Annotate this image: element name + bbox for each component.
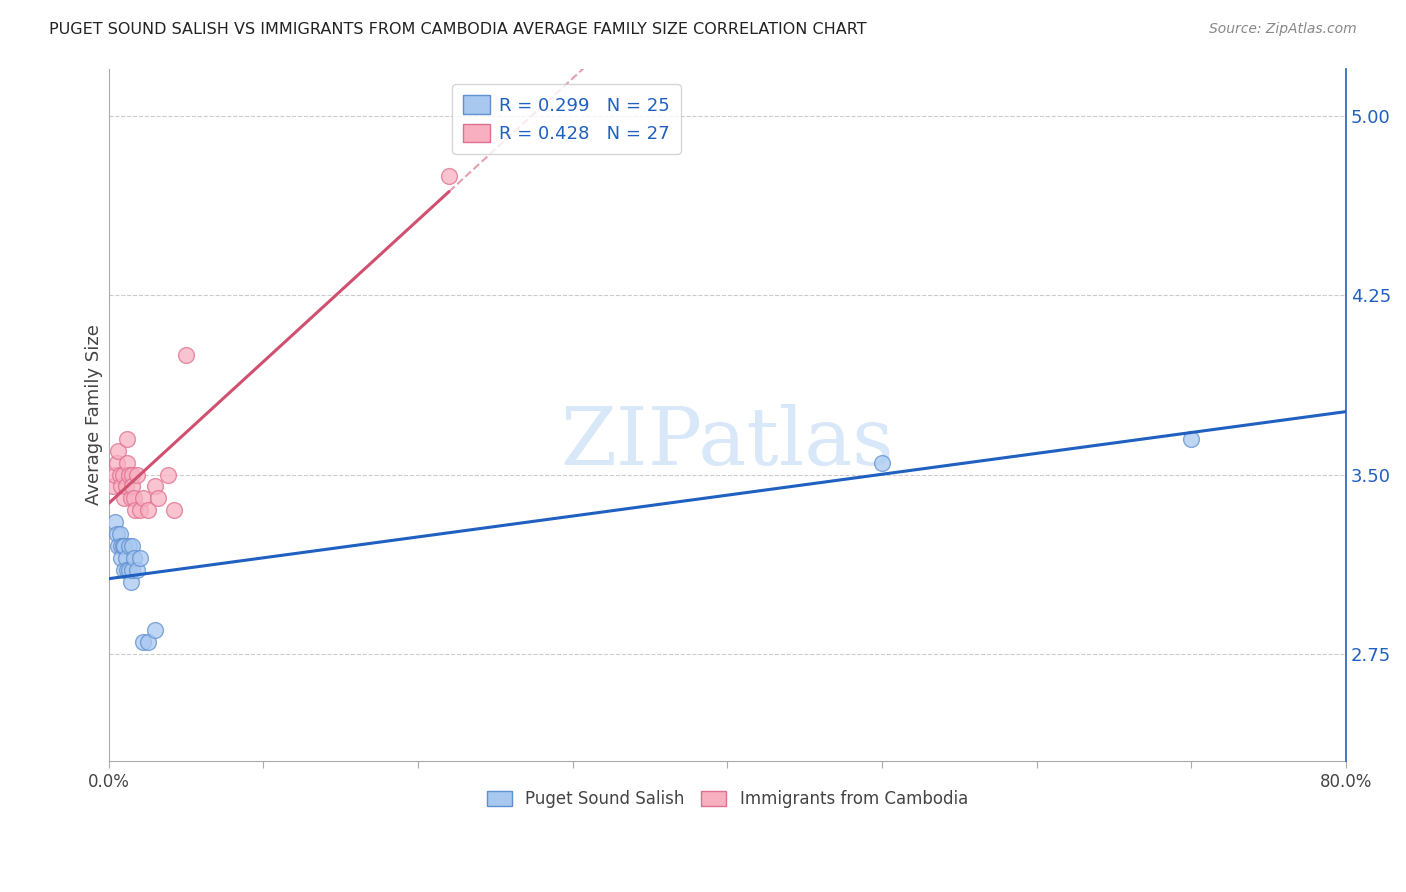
Point <box>110 551 132 566</box>
Text: ZIPatlas: ZIPatlas <box>561 403 894 482</box>
Point <box>121 539 143 553</box>
Point <box>101 802 124 816</box>
Point <box>1180 432 1202 446</box>
Point <box>112 491 135 506</box>
Point <box>112 563 135 577</box>
Point <box>148 491 170 506</box>
Point <box>156 467 179 482</box>
Point <box>105 527 128 541</box>
Point <box>121 479 143 493</box>
Point <box>107 443 129 458</box>
Point <box>870 456 893 470</box>
Point <box>118 539 141 553</box>
Point <box>122 491 145 506</box>
Point <box>143 623 166 637</box>
Point <box>112 539 135 553</box>
Point <box>110 479 132 493</box>
Point <box>104 515 127 529</box>
Point <box>111 539 134 553</box>
Point <box>115 479 138 493</box>
Point <box>108 467 131 482</box>
Point <box>115 551 138 566</box>
Point <box>437 169 460 183</box>
Point <box>128 551 150 566</box>
Point <box>117 563 139 577</box>
Point <box>105 456 128 470</box>
Point <box>122 551 145 566</box>
Point <box>118 563 141 577</box>
Y-axis label: Average Family Size: Average Family Size <box>86 325 103 505</box>
Point <box>107 539 129 553</box>
Point <box>111 467 134 482</box>
Point <box>120 491 142 506</box>
Point <box>132 491 155 506</box>
Point <box>163 503 186 517</box>
Text: PUGET SOUND SALISH VS IMMIGRANTS FROM CAMBODIA AVERAGE FAMILY SIZE CORRELATION C: PUGET SOUND SALISH VS IMMIGRANTS FROM CA… <box>49 22 868 37</box>
Point <box>132 634 155 648</box>
Point <box>120 574 142 589</box>
Point <box>136 634 159 648</box>
Point <box>108 527 131 541</box>
Point <box>124 503 146 517</box>
Point <box>118 467 141 482</box>
Point <box>121 467 143 482</box>
Point <box>136 503 159 517</box>
Point <box>143 479 166 493</box>
Point <box>125 467 148 482</box>
Point <box>125 563 148 577</box>
Point <box>121 563 143 577</box>
Point <box>117 432 139 446</box>
Point <box>103 479 125 493</box>
Text: Source: ZipAtlas.com: Source: ZipAtlas.com <box>1209 22 1357 37</box>
Legend: Puget Sound Salish, Immigrants from Cambodia: Puget Sound Salish, Immigrants from Camb… <box>481 784 974 815</box>
Point <box>117 456 139 470</box>
Point <box>104 467 127 482</box>
Point <box>174 348 197 362</box>
Point <box>128 503 150 517</box>
Point <box>110 539 132 553</box>
